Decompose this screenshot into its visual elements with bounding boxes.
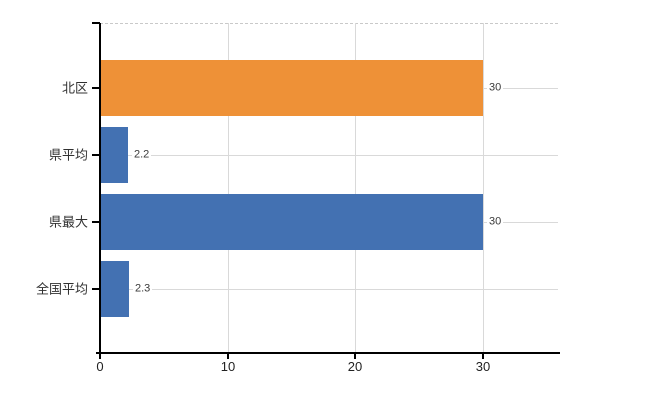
- y-axis-tick: [92, 87, 100, 89]
- vertical-gridline: [228, 23, 229, 353]
- x-axis-tick: [99, 354, 101, 359]
- y-axis-line: [99, 23, 101, 353]
- bar-4: [101, 261, 129, 317]
- x-axis-line: [96, 352, 560, 354]
- y-axis-tick: [92, 22, 100, 24]
- bar-value-label: 30: [487, 215, 504, 229]
- plot-area: [100, 23, 558, 354]
- vertical-gridline: [483, 23, 484, 353]
- bar-value-label: 2.3: [133, 282, 153, 296]
- bar-3: [101, 194, 483, 250]
- x-axis-tick: [354, 354, 356, 359]
- y-axis-tick: [92, 221, 100, 223]
- horizontal-gridline: [100, 289, 558, 290]
- category-label: 県平均: [48, 147, 88, 163]
- vertical-gridline: [355, 23, 356, 353]
- horizontal-gridline: [100, 155, 558, 156]
- x-axis-tick: [482, 354, 484, 359]
- category-label: 北区: [61, 80, 88, 96]
- bar-value-label: 30: [487, 81, 504, 95]
- x-tick-label: 20: [347, 359, 363, 374]
- bar-value-label: 2.2: [132, 148, 152, 162]
- x-tick-label: 0: [96, 359, 104, 374]
- category-label: 全国平均: [35, 281, 88, 297]
- y-axis-tick: [92, 154, 100, 156]
- category-label: 県最大: [48, 214, 88, 230]
- bar-1: [101, 60, 483, 116]
- x-tick-label: 10: [220, 359, 236, 374]
- y-axis-tick: [92, 288, 100, 290]
- bar-2: [101, 127, 128, 183]
- x-tick-label: 30: [475, 359, 491, 374]
- x-axis-tick: [227, 354, 229, 359]
